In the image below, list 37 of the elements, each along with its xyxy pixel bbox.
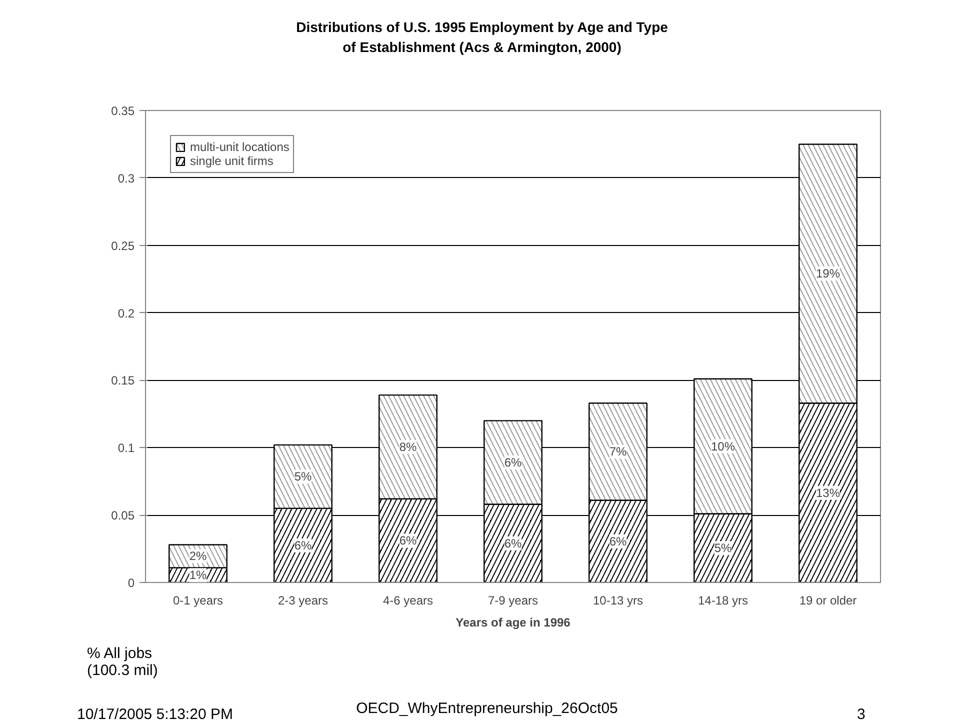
y-tick-label: 0	[128, 576, 135, 590]
x-tick-label: 19 or older	[799, 594, 857, 608]
y-tick-label: 0.35	[111, 104, 135, 118]
x-tick-label: 0-1 years	[172, 594, 224, 608]
chart-title: Distributions of U.S. 1995 Employment by Age and Type of Establishment (Acs & Armington, 2000)	[296, 19, 668, 55]
x-tick-label: 10-13 yrs	[592, 594, 644, 608]
data-label: 6%	[399, 534, 417, 548]
x-tick-label: 14-18 yrs	[698, 594, 748, 608]
text: OECD_WhyEntrepreneurship_26Oct05	[356, 700, 618, 718]
y-tick-label: 0.15	[111, 374, 135, 388]
data-label: 5%	[714, 541, 732, 556]
x-axis-title: Years of age in 1996	[456, 616, 571, 630]
data-label: 1%	[189, 568, 207, 582]
y-tick-label: 0.1	[118, 441, 135, 456]
data-label: 10%	[710, 439, 736, 454]
data-label: 5%	[294, 470, 312, 484]
data-label: 19%	[816, 266, 840, 281]
text: 3	[857, 706, 866, 721]
y-tick-label: 0.05	[111, 508, 135, 523]
text: % All jobs (100.3 mil)	[87, 645, 158, 680]
x-tick-label: 2-3 years	[278, 594, 328, 608]
legend-label: multi-unit locations	[190, 140, 290, 154]
legend-label: single unit firms	[190, 154, 274, 168]
y-tick-label: 0.3	[118, 171, 135, 186]
data-label: 13%	[816, 486, 840, 500]
data-label: 8%	[399, 440, 417, 454]
data-label: 7%	[609, 444, 627, 459]
text: 10/17/2005 5:13:20 PM	[77, 706, 233, 721]
y-tick-label: 0.25	[111, 238, 135, 253]
data-label: 6%	[504, 536, 522, 550]
data-label: 6%	[609, 534, 627, 548]
data-label: 6%	[504, 455, 522, 470]
x-tick-label: 4-6 years	[382, 594, 434, 608]
data-label: 2%	[189, 549, 207, 564]
x-tick-label: 7-9 years	[488, 594, 538, 608]
y-tick-label: 0.2	[118, 306, 135, 320]
data-label: 6%	[294, 538, 312, 552]
